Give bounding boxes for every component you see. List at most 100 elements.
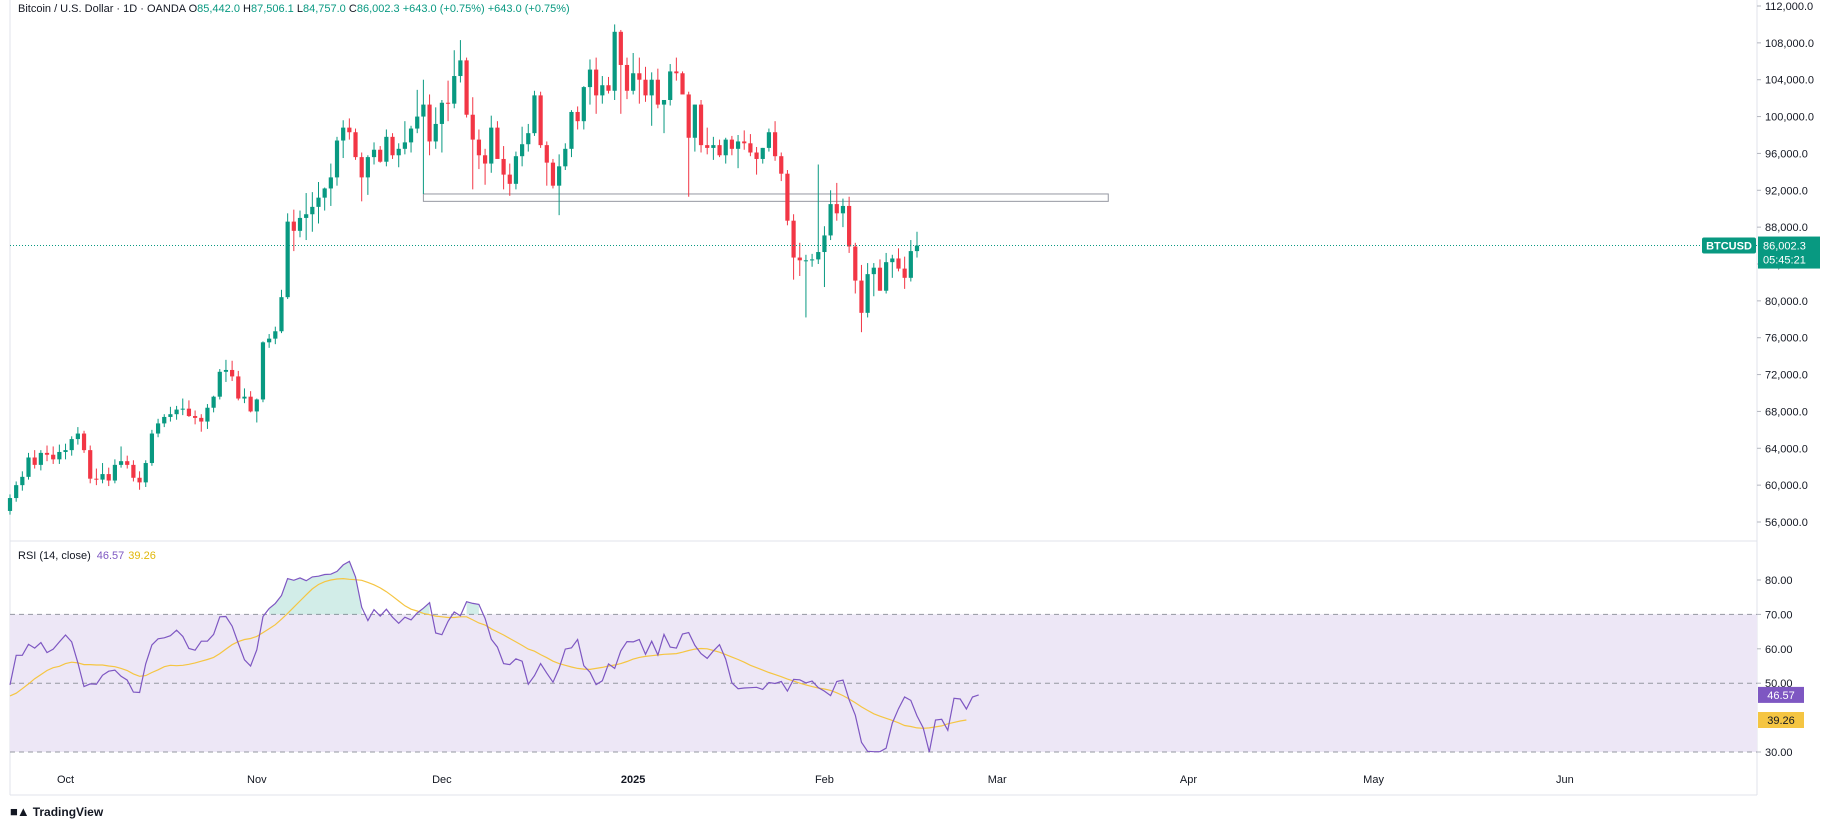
rsi-tick-label: 30.00 [1765,747,1793,759]
candle-body [705,145,710,148]
candle-body [902,268,907,278]
candle-body [489,127,494,164]
candle-body [408,128,414,143]
candle-body [26,457,31,477]
candle-body [452,76,457,104]
rsi-tick-label: 80.00 [1765,575,1793,587]
price-tick-label: 80,000.0 [1765,296,1808,308]
price-tick-label: 108,000.0 [1765,38,1814,50]
rsi-ma-tag-bg [1758,712,1804,729]
candle-body [803,260,809,262]
candle-body [834,204,839,214]
candle-body [94,478,99,480]
candle-body [38,452,43,465]
price-tick-label: 104,000.0 [1765,75,1814,87]
candle-body [125,461,130,465]
price-tag-countdown: 05:45:21 [1763,255,1806,267]
candle-body [520,144,525,157]
candle-body [822,235,827,253]
candle-body [729,139,734,149]
candle-body [162,416,167,424]
time-tick-label: Mar [988,774,1007,786]
candle-body [131,464,136,478]
candle-body [439,102,444,124]
candle-body [865,274,870,313]
time-tick-label: Jun [1556,774,1574,786]
close-label: C [348,3,357,15]
symbol-tag-bg [1702,237,1756,254]
candle-body [112,464,117,481]
candle-body [248,396,253,412]
candle-body [507,174,512,184]
candle-body [655,79,660,105]
candle-body [544,145,549,163]
symbol-tag-label: BTCUSD [1706,241,1752,253]
tradingview-logo[interactable]: ■▲ TradingView [10,804,103,819]
candle-body [230,369,235,377]
rsi-title[interactable]: RSI (14, close) [18,550,91,562]
candle-body [538,95,543,146]
candle-body [267,338,272,343]
candle-body [692,104,697,138]
candle-body [816,252,821,260]
candle-body [884,262,889,291]
time-tick-label: Apr [1180,774,1197,786]
price-tick-label: 76,000.0 [1765,333,1808,345]
candle-body [75,433,80,440]
candle-body [680,73,685,95]
candle-body [63,450,68,452]
time-tick-label: May [1363,774,1384,786]
candle-body [427,104,432,142]
candle-body [273,331,278,339]
candle-body [20,476,25,486]
candle-body [871,267,876,275]
candle-body [686,94,691,138]
candle-body [402,142,407,149]
candle-body [772,132,778,157]
open-value: 85,442.0 [197,3,240,15]
symbol-legend: Bitcoin / U.S. Dollar · 1D · OANDA O85,4… [18,3,570,15]
candle-body [328,177,333,189]
candle-body [501,158,506,175]
candle-body [637,73,642,80]
rsi-legend: RSI (14, close) 46.57 39.26 [18,550,156,562]
candle-body [464,60,469,115]
candle-body [223,369,229,372]
candle-body [279,297,284,332]
candle-body [735,141,741,149]
candle-body [631,73,636,91]
candle-body [742,141,747,144]
candle-body [433,123,438,142]
candle-body [766,132,772,148]
candle-body [260,342,266,400]
rsi-ma-value: 39.26 [128,550,156,562]
candle-body [304,214,309,218]
candle-body [359,157,364,178]
candle-body [600,85,605,96]
candle-body [390,136,395,156]
candle-body [242,396,247,399]
candle-body [322,188,327,198]
price-tick-label: 88,000.0 [1765,222,1808,234]
candle-body [779,156,784,174]
candle-body [594,69,599,96]
rsi-value: 46.57 [96,550,125,562]
candle-body [495,127,500,159]
candle-body [211,396,216,408]
candle-body [476,139,482,156]
candle-body [106,474,111,481]
candle-body [236,376,241,399]
time-tick-label: Oct [57,774,74,786]
rsi-line-rsi [9,560,979,753]
candle-body [81,433,87,451]
candle-body [760,147,765,159]
candle-body [378,149,383,162]
candle-body [88,450,93,479]
symbol-title[interactable]: Bitcoin / U.S. Dollar · 1D · OANDA [18,3,186,15]
candle-body [723,139,728,156]
candle-body [69,439,74,451]
candle-body [334,140,340,178]
support-zone-rect [422,193,1109,202]
price-tick-label: 92,000.0 [1765,185,1808,197]
